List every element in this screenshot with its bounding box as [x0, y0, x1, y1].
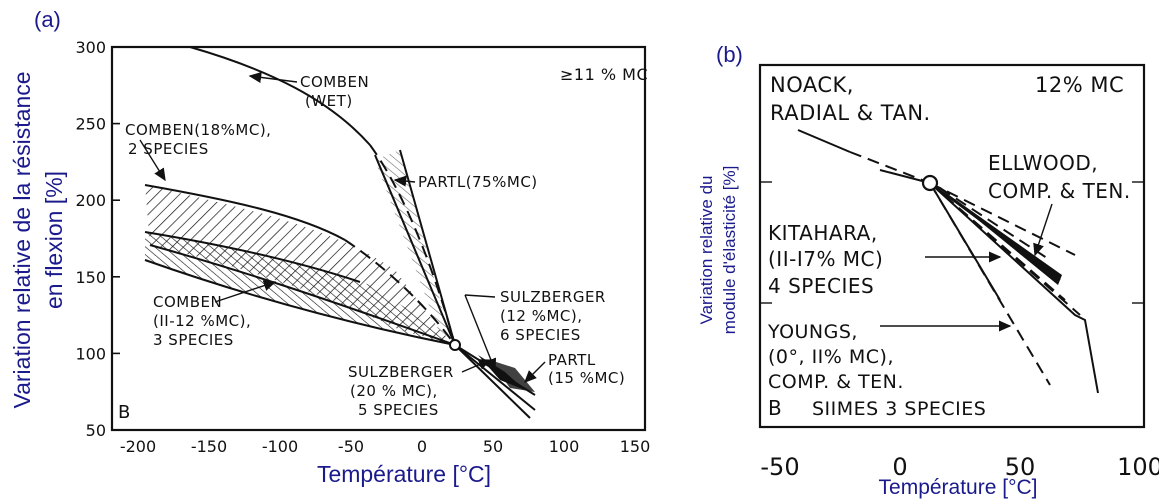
ann-youngs-1: YOUNGS, — [767, 321, 858, 343]
ann-partl75: PARTL(75%MC) — [418, 173, 538, 191]
band-partl-15 — [490, 360, 535, 392]
ann-sulz12-1: SULZBERGER — [500, 288, 606, 306]
panel-a-condition: ≥11 % MC — [560, 65, 648, 84]
line-siimes — [929, 182, 1099, 394]
curve-partl-75mc-right — [399, 149, 456, 346]
arrow-partl75 — [393, 175, 416, 187]
panel-a-x-tick-label: -50 — [338, 437, 364, 456]
panel-a-x-tick-label: 50 — [483, 437, 503, 456]
band-kitahara — [935, 185, 1062, 285]
panel-b-x-ticks: -50 0 50 100 — [760, 453, 1159, 481]
panel-b-xlabel: Température [°C] — [879, 476, 1038, 499]
ann-noack-2: RADIAL & TAN. — [770, 101, 931, 125]
ann-comben11-3: 3 SPECIES — [153, 331, 234, 349]
ann-sulz12-3: 6 SPECIES — [500, 326, 581, 344]
ann-partl15-1: PARTL — [548, 351, 596, 369]
panel-a-y-ticks: 300 250 200 150 100 50 — [75, 38, 120, 440]
panel-b-x-tick-label: -50 — [760, 453, 799, 481]
ann-youngs-3: COMP. & TEN. — [768, 371, 904, 393]
panel-a-y-tick-label: 200 — [75, 191, 106, 210]
ann-siimes: SIIMES 3 SPECIES — [812, 398, 986, 420]
panel-a-y-tick-label: 50 — [86, 421, 106, 440]
ann-kitahara-2: (II-I7% MC) — [768, 247, 883, 271]
line-noack-dashed — [849, 151, 931, 184]
line-ellwood-dashed — [929, 182, 1076, 256]
panel-b-frame — [758, 63, 1146, 429]
panel-a-frame — [110, 45, 647, 432]
ann-sulz12-2: (12 %MC), — [500, 307, 583, 325]
ann-youngs-2: (0°, II% MC), — [768, 346, 894, 368]
panel-a-corner-letter: B — [118, 402, 131, 423]
curve-comben-18mc-lower — [149, 244, 456, 346]
ann-comben-wet-2: (WET) — [305, 92, 353, 110]
line-noack-solid — [797, 129, 851, 153]
ann-comben18-2: 2 SPECIES — [128, 140, 209, 158]
curve-sulzberger-12mc — [454, 344, 536, 411]
panel-a-y-tick-label: 250 — [75, 115, 106, 134]
ann-sulz20-3: 5 SPECIES — [358, 401, 439, 419]
line-noack-2 — [879, 169, 931, 184]
ann-sulz20-2: (20 % MC), — [350, 382, 438, 400]
ann-comben-wet-1: COMBEN — [300, 73, 369, 91]
panel-b-x-tick-label: 0 — [892, 453, 907, 481]
curve-comben-18mc-upper-dashed — [344, 239, 456, 346]
ann-partl15-2: (15 %MC) — [548, 369, 625, 387]
leader-sulz12 — [464, 294, 496, 298]
arrow-sulz20 — [461, 359, 492, 373]
ann-comben11-2: (II-12 %MC), — [153, 312, 251, 330]
panel-b-ylabel-line2: module d'élasticité [%] — [720, 166, 739, 335]
panel-a-x-tick-label: -100 — [262, 437, 298, 456]
ann-comben11-1: COMBEN — [153, 293, 222, 311]
panel-a-x-tick-label: 100 — [549, 437, 580, 456]
curve-comben-11mc-lower — [144, 259, 456, 346]
panel-a-x-tick-label: -200 — [120, 437, 156, 456]
panel-a-xlabel: Température [°C] — [317, 461, 491, 487]
ann-ellwood-1: ELLWOOD, — [988, 151, 1098, 175]
arrow-comben-wet — [248, 71, 298, 83]
arrow-comben11 — [214, 280, 277, 303]
line-kitahara-dashed — [939, 187, 1051, 261]
ann-sulz20-1: SULZBERGER — [348, 363, 454, 381]
panel-a-y-tick-label: 100 — [75, 344, 106, 363]
panel-a-ylabel-line1: Variation relative de la résistance — [9, 71, 35, 408]
panel-b-x-tick-label: 50 — [1005, 453, 1036, 481]
panel-b: (b) -50 0 50 100 Variation relative du modu… — [697, 42, 1159, 499]
arrow-comben18 — [139, 139, 166, 182]
curve-comben-11mc-upper — [144, 231, 361, 283]
panel-a-reference-point — [449, 339, 461, 351]
curve-comben-18mc-upper — [144, 184, 346, 241]
curve-sulzberger-20mc — [454, 344, 531, 419]
panel-a-x-tick-label: 0 — [417, 437, 427, 456]
line-siimes-dashed — [929, 182, 1081, 316]
panel-b-reference-point — [921, 174, 939, 192]
curve-comben-wet-solid — [189, 46, 371, 146]
panel-b-ylabel-line1: Variation relative du — [697, 176, 716, 325]
panel-a-y-tick-label: 300 — [75, 38, 106, 57]
arrow-ellwood — [1033, 203, 1053, 257]
ann-comben18-1: COMBEN(18%MC), — [125, 121, 271, 139]
panel-a: (a) 300 250 200 150 100 50 -200 -150 -100 -50 0 50… — [9, 7, 650, 487]
panel-b-x-tick-label: 100 — [1117, 453, 1159, 481]
panel-a-x-ticks: -200 -150 -100 -50 0 50 100 150 — [120, 437, 650, 456]
arrow-partl15 — [524, 361, 546, 383]
panel-a-ylabel-line2: en flexion [%] — [41, 171, 67, 309]
panel-b-corner-letter: B — [768, 396, 782, 420]
ann-noack-1: NOACK, — [770, 73, 854, 97]
panel-b-label: (b) — [716, 42, 743, 67]
arrow-sulz12 — [464, 294, 497, 372]
line-youngs-2 — [929, 182, 1051, 386]
panel-a-y-tick-label: 150 — [75, 268, 106, 287]
panel-b-condition: 12% MC — [1035, 73, 1124, 97]
ann-ellwood-2: COMP. & TEN. — [988, 179, 1131, 203]
panel-a-x-tick-label: 150 — [620, 437, 651, 456]
curve-partl-75mc-left — [374, 154, 456, 346]
ann-kitahara-1: KITAHARA, — [768, 221, 878, 245]
ann-kitahara-3: 4 SPECIES — [768, 274, 874, 298]
panel-a-label: (a) — [34, 7, 61, 32]
panel-a-x-tick-label: -150 — [191, 437, 227, 456]
